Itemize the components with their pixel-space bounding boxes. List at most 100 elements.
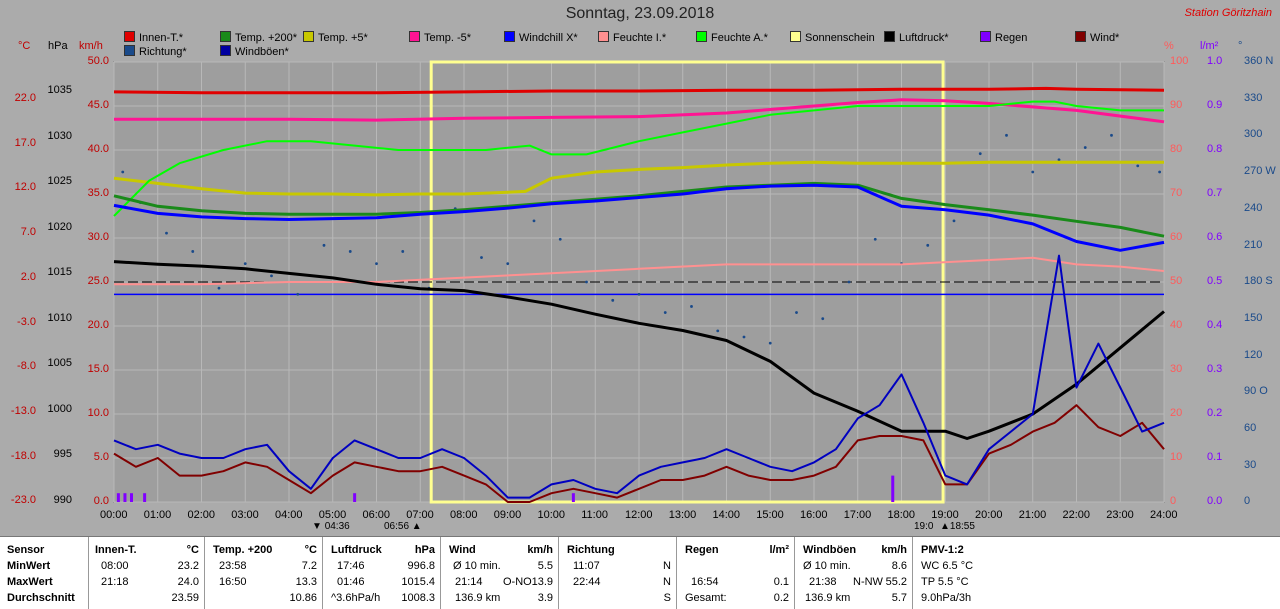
percent-tick: 60 [1170,231,1183,243]
hpa-tick: 1010 [47,311,72,324]
legend-label: Temp. +200* [235,32,298,44]
legend-label: Windchill X* [519,32,578,44]
legend-swatch [220,45,231,56]
regen-total-val: 0.2 [773,592,789,604]
boeen-max-dir: N-NW [853,576,883,588]
temp200-unit: °C [304,544,317,556]
regen-head: Regen [685,544,719,556]
series-lines [113,86,1165,503]
axis-head-rain: l/m² [1200,40,1219,52]
degree-tick: 240 [1244,201,1263,214]
celsius-tick: -13.0 [10,404,36,417]
degree-tick: 120 [1244,348,1263,361]
percent-tick: 20 [1170,407,1183,419]
druck-max-time: 01:46 [337,576,365,588]
x-tick: 24:00 [1150,509,1178,521]
wind-avg10-label: Ø 10 min. [453,560,501,572]
legend-item: Temp. -5* [409,31,471,44]
pmv-tp: TP 5.5 °C [921,576,969,588]
boeen-avg10-label: Ø 10 min. [803,560,851,572]
hpa-tick: 1000 [47,402,72,415]
degree-tick: 30 [1244,458,1257,471]
legend-swatch [696,31,707,42]
percent-tick: 80 [1170,143,1183,155]
degree-tick: 150 [1244,311,1263,324]
degree-tick: 60 [1244,422,1257,434]
x-tick: 09:00 [493,509,522,521]
legend-label: Innen-T.* [139,32,184,44]
regen-r2-time: 16:54 [691,576,719,588]
regen-total-label: Gesamt: [685,592,727,604]
boeen-unit: km/h [881,544,907,556]
legend-label: Feuchte A.* [711,32,768,44]
innen-max-val: 24.0 [177,576,199,588]
series-windb-en--line [113,254,1165,499]
temp200-min-val: 7.2 [301,560,317,572]
x-tick: 22:00 [1062,509,1091,521]
celsius-tick: -23.0 [10,494,36,507]
degree-tick: 300 [1244,128,1263,141]
series-innen-t--line [113,86,1165,95]
legend-swatch [884,31,895,42]
stats-row-avg: Durchschnitt [7,592,75,604]
legend-swatch [598,31,609,42]
innen-avg: 23.59 [171,592,199,604]
hpa-tick: 1015 [47,266,72,278]
series-richtung--point [716,329,720,333]
rain-bar [130,493,133,502]
legend-item: Temp. +200* [220,31,297,44]
legend-label: Sonnenschein [805,32,875,44]
wind-max-time: 21:14 [455,576,483,588]
boeen-head: Windböen [803,544,857,556]
stats-col-richtung: Richtung 11:07 N 22:44 N S [558,537,677,609]
celsius-tick: 7.0 [20,226,36,239]
temp200-max-time: 16:50 [219,576,247,588]
degree-tick: 270 W [1244,165,1276,178]
series-feuchte-i--line [114,256,1165,286]
druck-max-val: 1015.4 [401,576,435,588]
legend-label: Luftdruck* [899,32,949,44]
wind-max-val: 13.9 [531,576,553,588]
legend-item: Feuchte A.* [696,31,768,44]
temp200-max-val: 13.3 [295,576,317,588]
celsius-tick: -18.0 [10,449,36,462]
axis-head-celsius: °C [18,40,31,52]
stats-col-pmv: PMV-1:2 WC 6.5 °C TP 5.5 °C 9.0hPa/3h [912,537,1033,609]
legend-label: Regen [995,32,1028,44]
rain-tick: 1.0 [1207,55,1223,67]
temp200-avg: 10.86 [289,592,317,604]
percent-tick: 50 [1170,275,1183,287]
rain-bar [353,493,357,502]
legend-swatch [980,31,991,42]
series-wind--line [113,404,1165,503]
degree-tick: 0 [1244,495,1251,508]
stats-col-temp200: Temp. +200 °C 23:58 7.2 16:50 13.3 10.86 [204,537,323,609]
celsius-tick: 12.0 [14,181,36,194]
rain-tick: 0.5 [1207,275,1223,287]
wind-head: Wind [449,544,476,556]
rain-tick: 0.0 [1207,495,1223,507]
legend-label: Wind* [1090,32,1120,44]
richtung-head: Richtung [567,544,615,556]
series-richtung--point [296,292,300,296]
richtung-r2-dir: N [663,576,671,588]
x-tick: 16:00 [800,509,828,521]
stats-col-regen: Regen l/m² 16:54 0.1 Gesamt: 0.2 [676,537,795,609]
chart-svg [113,60,1165,504]
innen-max-time: 21:18 [101,576,129,588]
series-richtung--point [348,250,352,253]
celsius-tick: -8.0 [17,360,36,373]
richtung-r1-time: 11:07 [573,560,600,572]
series-richtung--point [121,170,125,174]
x-tick: 08:00 [450,509,478,521]
pmv-trend: 9.0hPa/3h [921,592,972,604]
legend-label: Windböen* [235,46,289,58]
legend-swatch [220,31,231,42]
kmh-tick: 25.0 [87,275,109,287]
series-windchill-x--line [113,183,1165,252]
richtung-r3-dir: S [663,592,671,604]
wind-max-dir: O-NO [503,576,532,588]
legend-item: Richtung* [124,45,187,58]
degree-tick: 330 [1244,91,1263,104]
series-luftdruck--line [113,260,1165,440]
